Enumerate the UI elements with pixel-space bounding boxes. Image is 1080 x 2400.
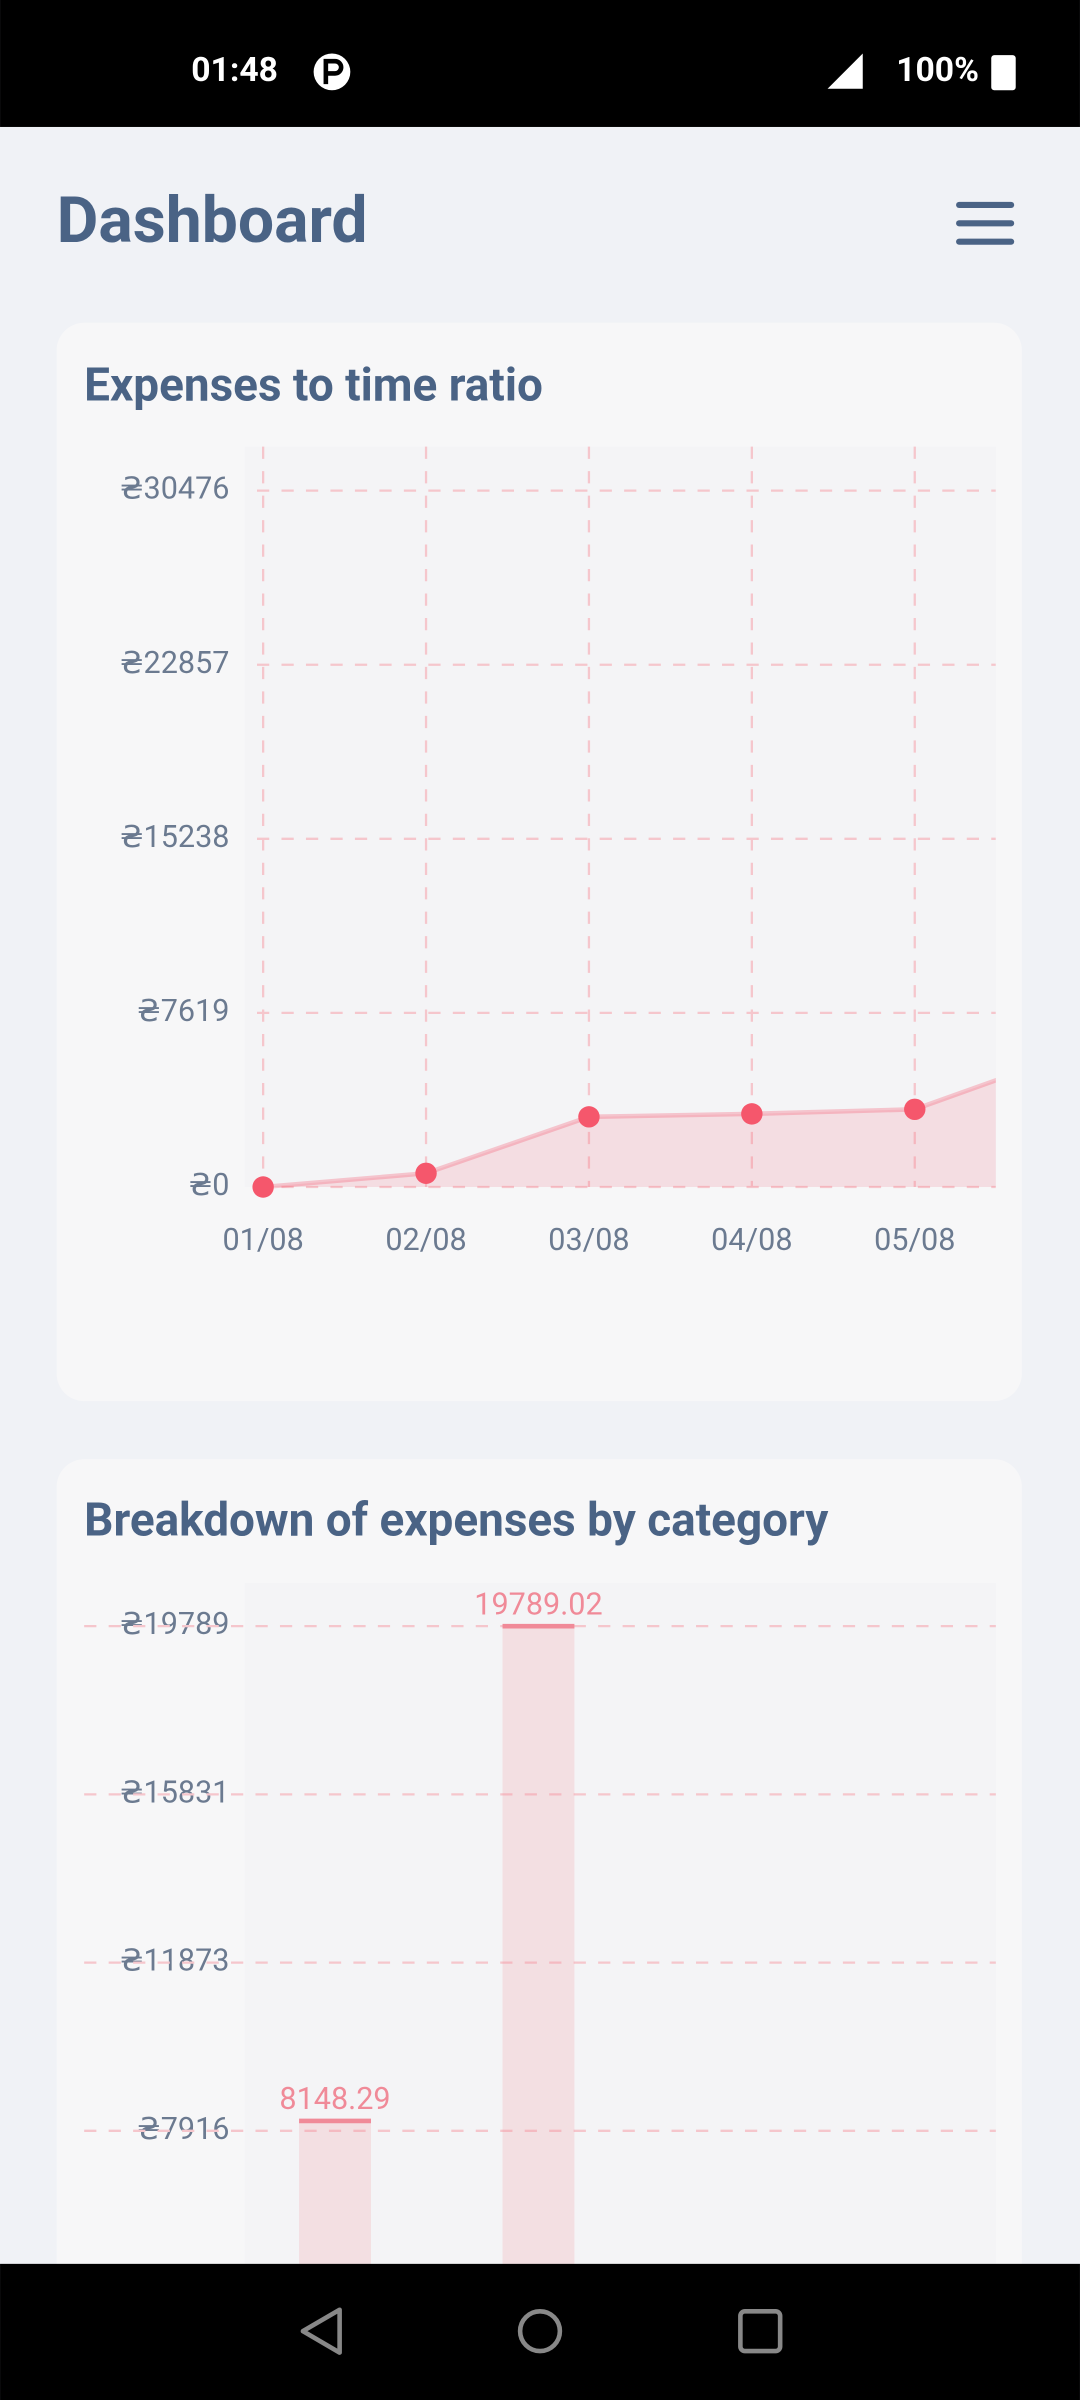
point: [252, 1176, 274, 1198]
y-tick-label: ₴19789: [120, 1607, 230, 1642]
x-tick-label: 03/08: [548, 1223, 629, 1258]
y-tick-label: ₴0: [189, 1168, 230, 1203]
battery-text: 100%: [896, 51, 979, 90]
menu-button[interactable]: [956, 201, 1015, 245]
point: [741, 1103, 763, 1125]
bar: [502, 1626, 575, 2264]
data-label: 19789.02: [474, 1587, 602, 1622]
x-tick-label: 04/08: [711, 1223, 792, 1258]
bar: [299, 2120, 371, 2264]
nav-bar: [0, 2263, 1080, 2400]
nav-recents[interactable]: [738, 2308, 783, 2354]
card-title: Expenses to time ratio: [84, 359, 543, 413]
x-tick-label: 02/08: [385, 1223, 466, 1258]
x-tick-label: 01/08: [222, 1223, 303, 1258]
point: [578, 1106, 600, 1128]
x-tick-label: 05/08: [874, 1223, 955, 1258]
line-chart: [252, 446, 996, 1198]
y-tick-label: ₴11873: [120, 1944, 230, 1979]
y-tick-label: ₴7916: [137, 2112, 229, 2147]
nav-home[interactable]: [517, 2308, 563, 2354]
y-tick-label: ₴15831: [120, 1775, 230, 1810]
signal-icon: [827, 53, 863, 89]
bar-chart: ₴7916 ₴11873 ₴15831 ₴19789 8148.29 19789.02: [84, 1587, 996, 2264]
point: [415, 1162, 437, 1184]
data-label: 8148.29: [279, 2082, 390, 2117]
plot-area: [244, 1583, 996, 2264]
y-tick-label: ₴15238: [120, 820, 230, 855]
battery-icon: [991, 55, 1016, 91]
card-title: Breakdown of expenses by category: [84, 1494, 829, 1548]
point: [904, 1098, 926, 1121]
status-time: 01:48: [191, 51, 278, 90]
area: [263, 1080, 996, 1187]
status-icon-glyph: [323, 58, 344, 85]
plot-area: [244, 446, 996, 1187]
line-chart-labels: ₴0 ₴7619 ₴15238 ₴22857 ₴30476 01/08 02/08 03/08…: [120, 472, 956, 1258]
line: [262, 1077, 996, 1190]
y-tick-label: ₴7619: [137, 994, 229, 1029]
y-tick-label: ₴30476: [120, 472, 230, 507]
header-title: Dashboard: [57, 182, 368, 258]
y-tick-label: ₴22857: [120, 646, 230, 681]
nav-back[interactable]: [300, 2307, 342, 2355]
status-bar: [0, 0, 1080, 127]
